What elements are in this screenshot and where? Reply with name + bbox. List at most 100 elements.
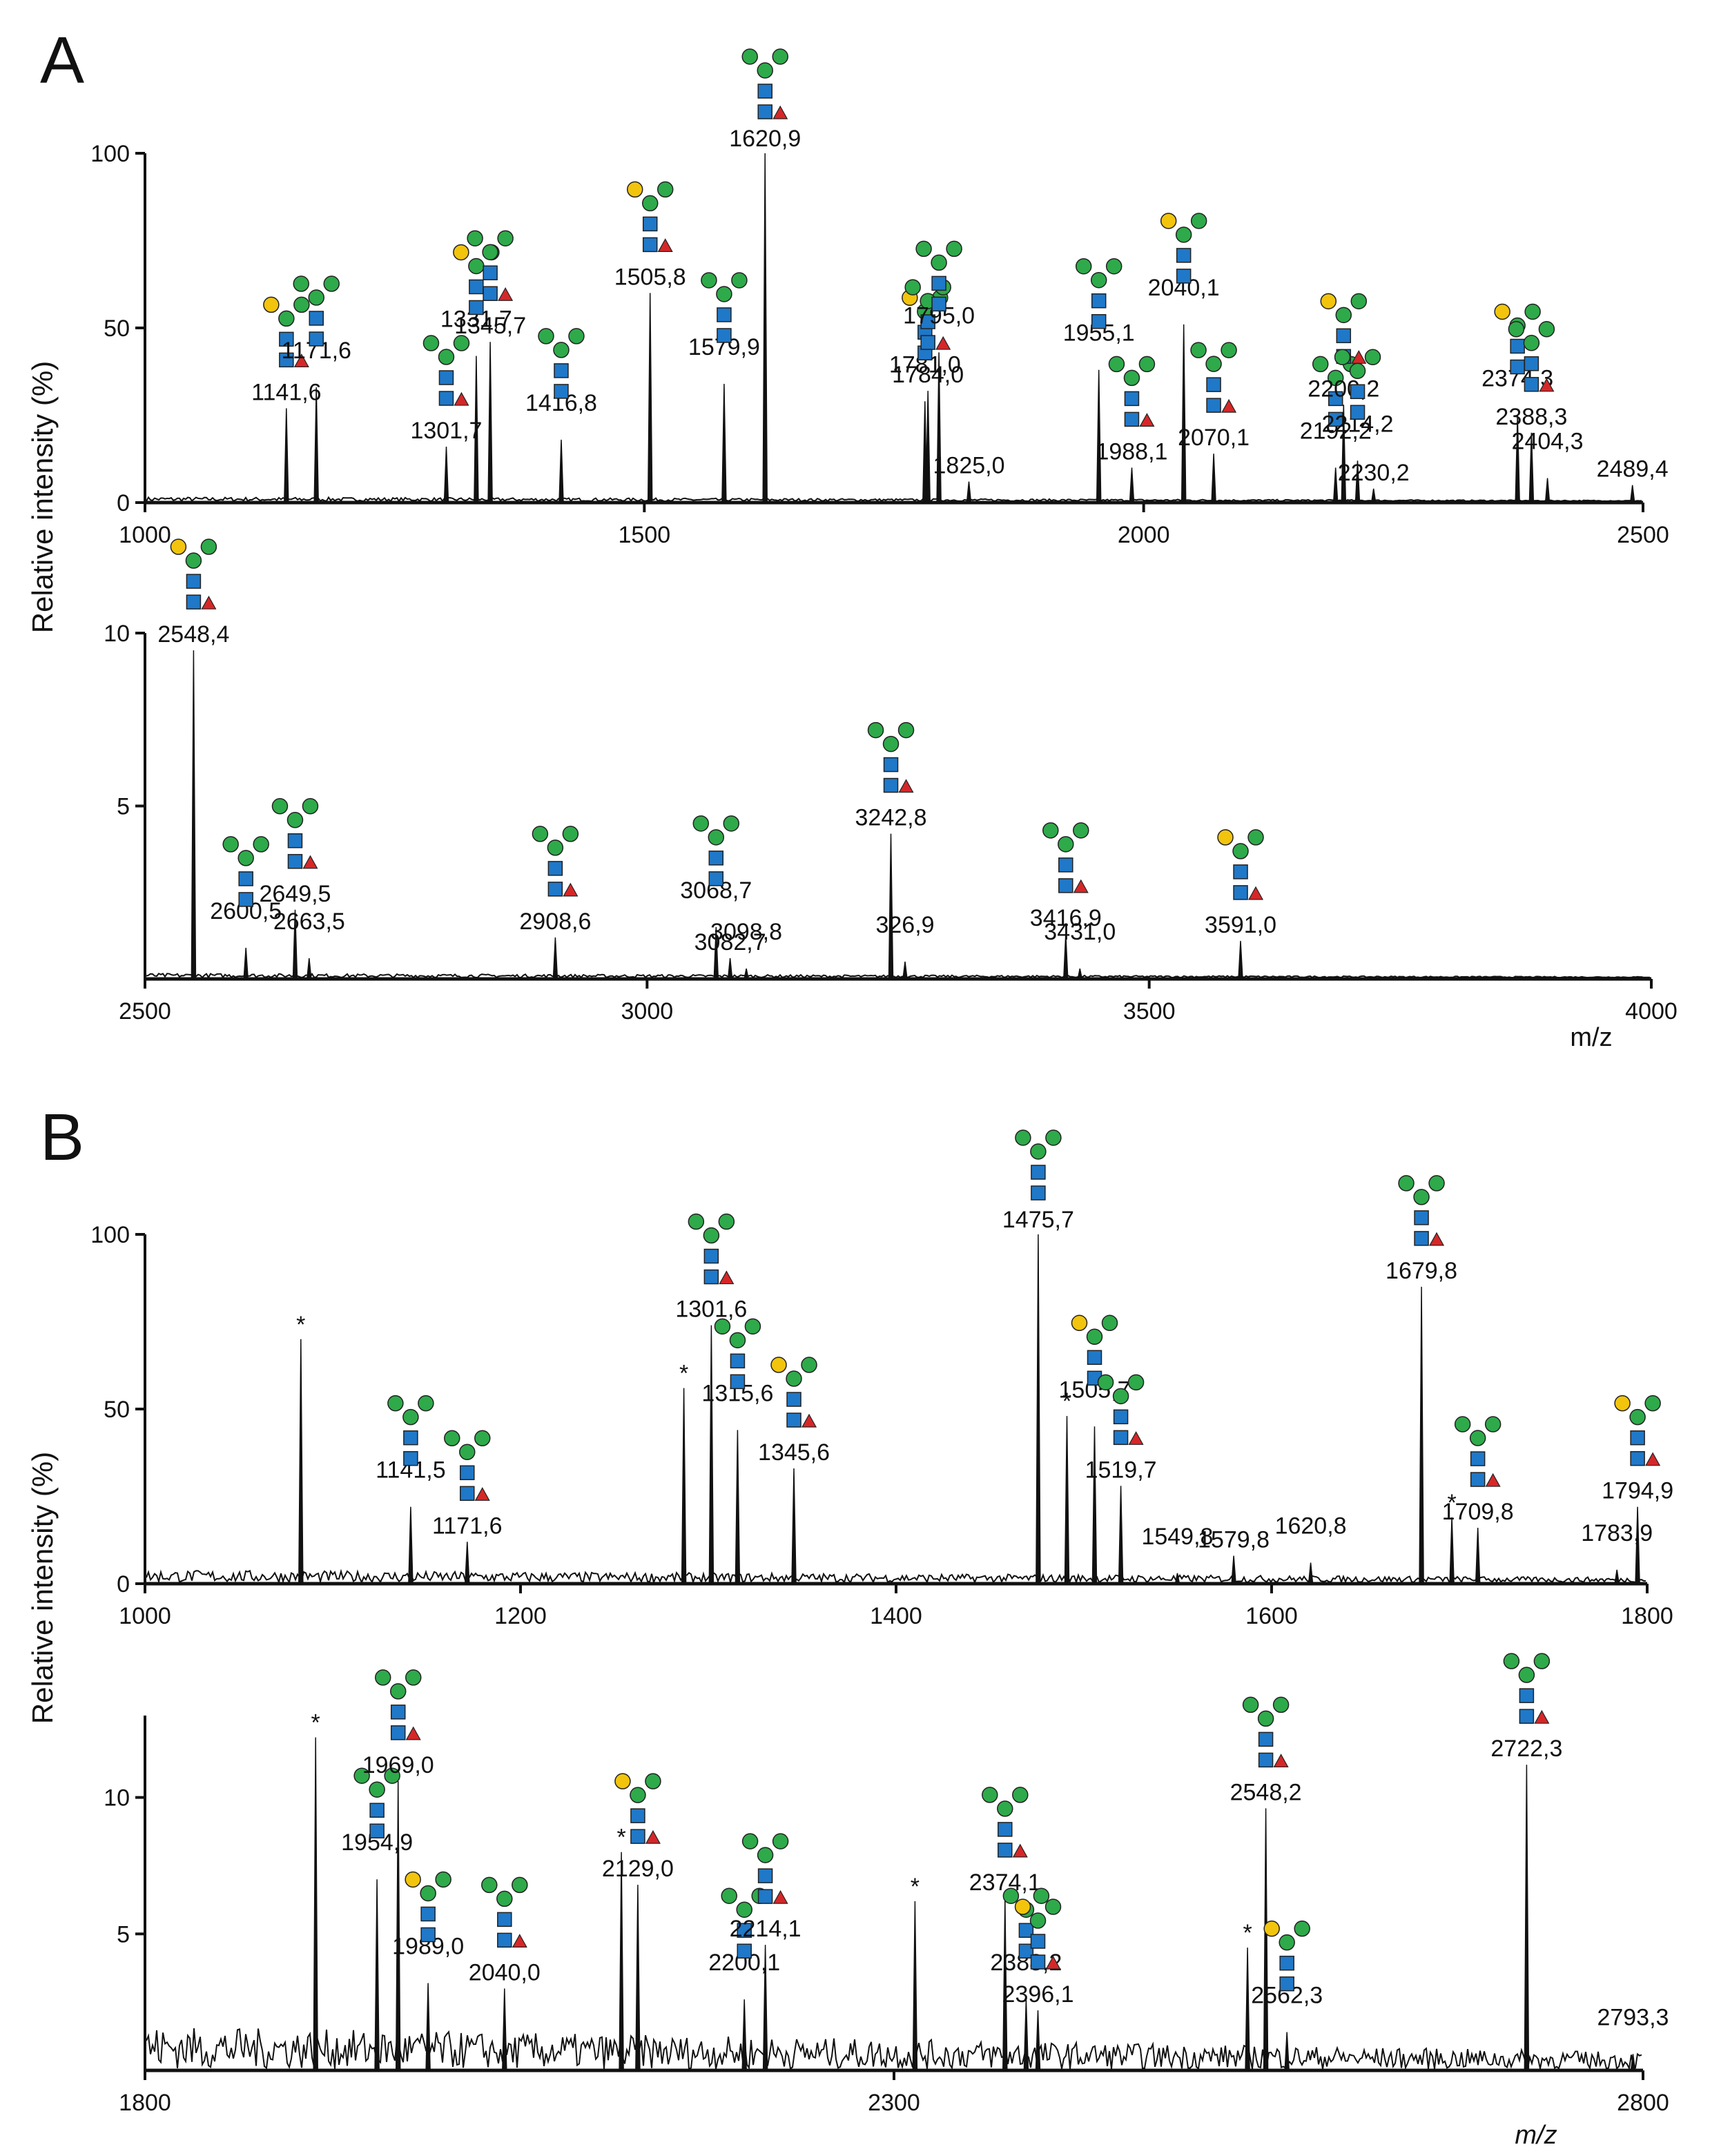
peak-mz-label: 2200,2 — [1308, 376, 1379, 402]
peak — [1231, 1555, 1236, 1584]
peak-mz-label: 3098,8 — [710, 919, 782, 945]
spectrum-baseline-b-top — [146, 1569, 1646, 1585]
peak — [1370, 488, 1377, 503]
peak — [558, 439, 564, 503]
peak-mz-label: 3242,8 — [855, 805, 927, 831]
y-axis-title-b: Relative intensity (%) — [26, 1452, 59, 1724]
glycan-icon — [1190, 342, 1237, 413]
peak — [243, 947, 249, 980]
peak — [1524, 1765, 1530, 2071]
peak-mz-label: 1171,6 — [432, 1513, 502, 1539]
glycan-icon — [538, 328, 585, 399]
glycan-icon — [1075, 258, 1122, 329]
peak — [1211, 454, 1216, 503]
glycan-icon — [170, 538, 217, 610]
peak — [1077, 968, 1083, 980]
peak — [762, 1945, 768, 2071]
glycan-icon — [1014, 1898, 1062, 1970]
x-axis-title: m/z — [1570, 1023, 1612, 1052]
peak — [936, 352, 942, 503]
glycan-icon — [1217, 829, 1264, 900]
peak-mz-label: 1783,9 — [1581, 1520, 1653, 1546]
peak — [1630, 2054, 1636, 2071]
peak — [1544, 478, 1551, 503]
peak-mz-label: 2404,3 — [1512, 429, 1584, 455]
peak — [1354, 460, 1361, 503]
x-tick-label: 2800 — [1617, 2090, 1669, 2116]
y-tick-label: 5 — [117, 794, 130, 820]
peak — [1515, 415, 1520, 503]
peak-star-label: * — [911, 1874, 920, 1900]
plot-b-top: 1000 1200 1400 1600 1800050100*1141,51171,6*… — [90, 1129, 1673, 1629]
peak-mz-label: 326,9 — [875, 912, 934, 938]
x-tick-label: 1500 — [619, 522, 671, 548]
peak-mz-label: 2230,2 — [1338, 460, 1410, 486]
glycan-icon — [1503, 1653, 1551, 1724]
peak — [721, 383, 727, 503]
panel-label-b: B — [40, 1100, 84, 1174]
glycan-icon — [626, 181, 674, 253]
y-tick-label: 50 — [104, 315, 130, 342]
y-tick-label: 5 — [117, 1921, 130, 1948]
peak-mz-label: 1969,0 — [362, 1752, 434, 1778]
glycan-icon — [532, 826, 579, 897]
peak — [1023, 1999, 1029, 2071]
glycan-icon — [422, 335, 470, 406]
peak-mz-label: 3416,9 — [1030, 905, 1102, 931]
peak-mz-label: 1784,0 — [892, 362, 964, 388]
peak — [1629, 485, 1635, 503]
peak-mz-label: 2663,5 — [273, 909, 345, 935]
peak — [791, 1468, 797, 1584]
peak-mz-label: 1825,0 — [933, 453, 1005, 479]
peak-mz-label: 3431,0 — [1044, 919, 1116, 945]
glycan-icon — [1242, 1696, 1290, 1768]
peak — [1064, 1416, 1070, 1584]
peak — [681, 1388, 687, 1584]
peak-mz-label: 1141,6 — [251, 379, 321, 405]
peak — [1129, 467, 1135, 503]
glycan-icon — [467, 230, 514, 301]
x-tick-label: 2300 — [868, 2090, 920, 2116]
peak-mz-label: 2129,0 — [602, 1856, 674, 1882]
peak-mz-label: 1579,8 — [1198, 1527, 1270, 1553]
peak — [1614, 1569, 1620, 1584]
peak — [298, 1339, 304, 1584]
glycan-icon — [770, 1357, 817, 1428]
glycan-icon — [614, 1773, 661, 1844]
glycan-icon — [741, 1833, 789, 1904]
peak — [743, 968, 750, 980]
peak — [443, 446, 449, 503]
peak-mz-label: 3591,0 — [1205, 912, 1276, 938]
glycan-icon — [444, 1430, 491, 1502]
spectrum-baseline-a-top — [146, 496, 1642, 503]
peak-mz-label: 1475,7 — [1002, 1207, 1074, 1233]
glycan-icon — [1398, 1175, 1445, 1246]
y-tick-label: 100 — [90, 1222, 130, 1248]
glycan-icon — [721, 1887, 768, 1959]
glycan-icon — [741, 48, 788, 119]
peak-mz-label: 2908,6 — [519, 909, 591, 935]
glycan-icon — [1108, 356, 1156, 427]
peak — [552, 937, 558, 980]
peak — [912, 1901, 918, 2071]
glycan-icon — [293, 275, 340, 347]
panel-label-a: A — [40, 23, 84, 97]
peak — [1035, 2010, 1041, 2071]
peak — [1332, 467, 1339, 503]
x-tick-label: 1400 — [870, 1603, 922, 1629]
peak — [966, 481, 972, 503]
glycan-icon — [1071, 1314, 1118, 1386]
peak — [1419, 1286, 1424, 1584]
peak — [741, 1999, 747, 2071]
peak — [925, 391, 931, 503]
glycan-icon — [688, 1213, 735, 1285]
plot-b-bottom: 1800 2300 2800510*1954,91969,01989,02040,0… — [104, 1653, 1669, 2150]
peak — [735, 1430, 741, 1584]
peak-mz-label: 1709,8 — [1442, 1499, 1514, 1525]
peak — [374, 1879, 380, 2071]
peak — [487, 342, 493, 503]
spectrum-baseline-b-bottom — [146, 2028, 1642, 2071]
y-tick-label: 10 — [104, 621, 130, 647]
peak-mz-label: 2040,0 — [469, 1959, 541, 1985]
peak-star-label: * — [1448, 1490, 1457, 1516]
